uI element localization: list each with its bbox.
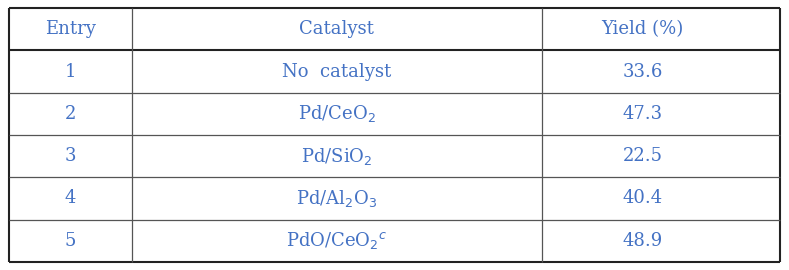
Text: Yield (%): Yield (%) xyxy=(601,20,684,38)
Text: No  catalyst: No catalyst xyxy=(282,63,391,80)
Text: 1: 1 xyxy=(65,63,77,80)
Text: Pd/SiO$_2$: Pd/SiO$_2$ xyxy=(301,146,372,167)
Text: 4: 4 xyxy=(65,190,77,207)
Text: 47.3: 47.3 xyxy=(623,105,663,123)
Text: PdO/CeO$_2$$^c$: PdO/CeO$_2$$^c$ xyxy=(286,230,387,251)
Text: 33.6: 33.6 xyxy=(623,63,663,80)
Text: Entry: Entry xyxy=(45,20,96,38)
Text: 5: 5 xyxy=(65,232,77,250)
Text: 40.4: 40.4 xyxy=(623,190,663,207)
Text: 22.5: 22.5 xyxy=(623,147,663,165)
Text: Pd/Al$_2$O$_3$: Pd/Al$_2$O$_3$ xyxy=(297,188,377,209)
Text: Catalyst: Catalyst xyxy=(300,20,374,38)
Text: 48.9: 48.9 xyxy=(623,232,663,250)
Text: Pd/CeO$_2$: Pd/CeO$_2$ xyxy=(298,103,376,124)
Text: 3: 3 xyxy=(65,147,77,165)
Text: 2: 2 xyxy=(65,105,77,123)
